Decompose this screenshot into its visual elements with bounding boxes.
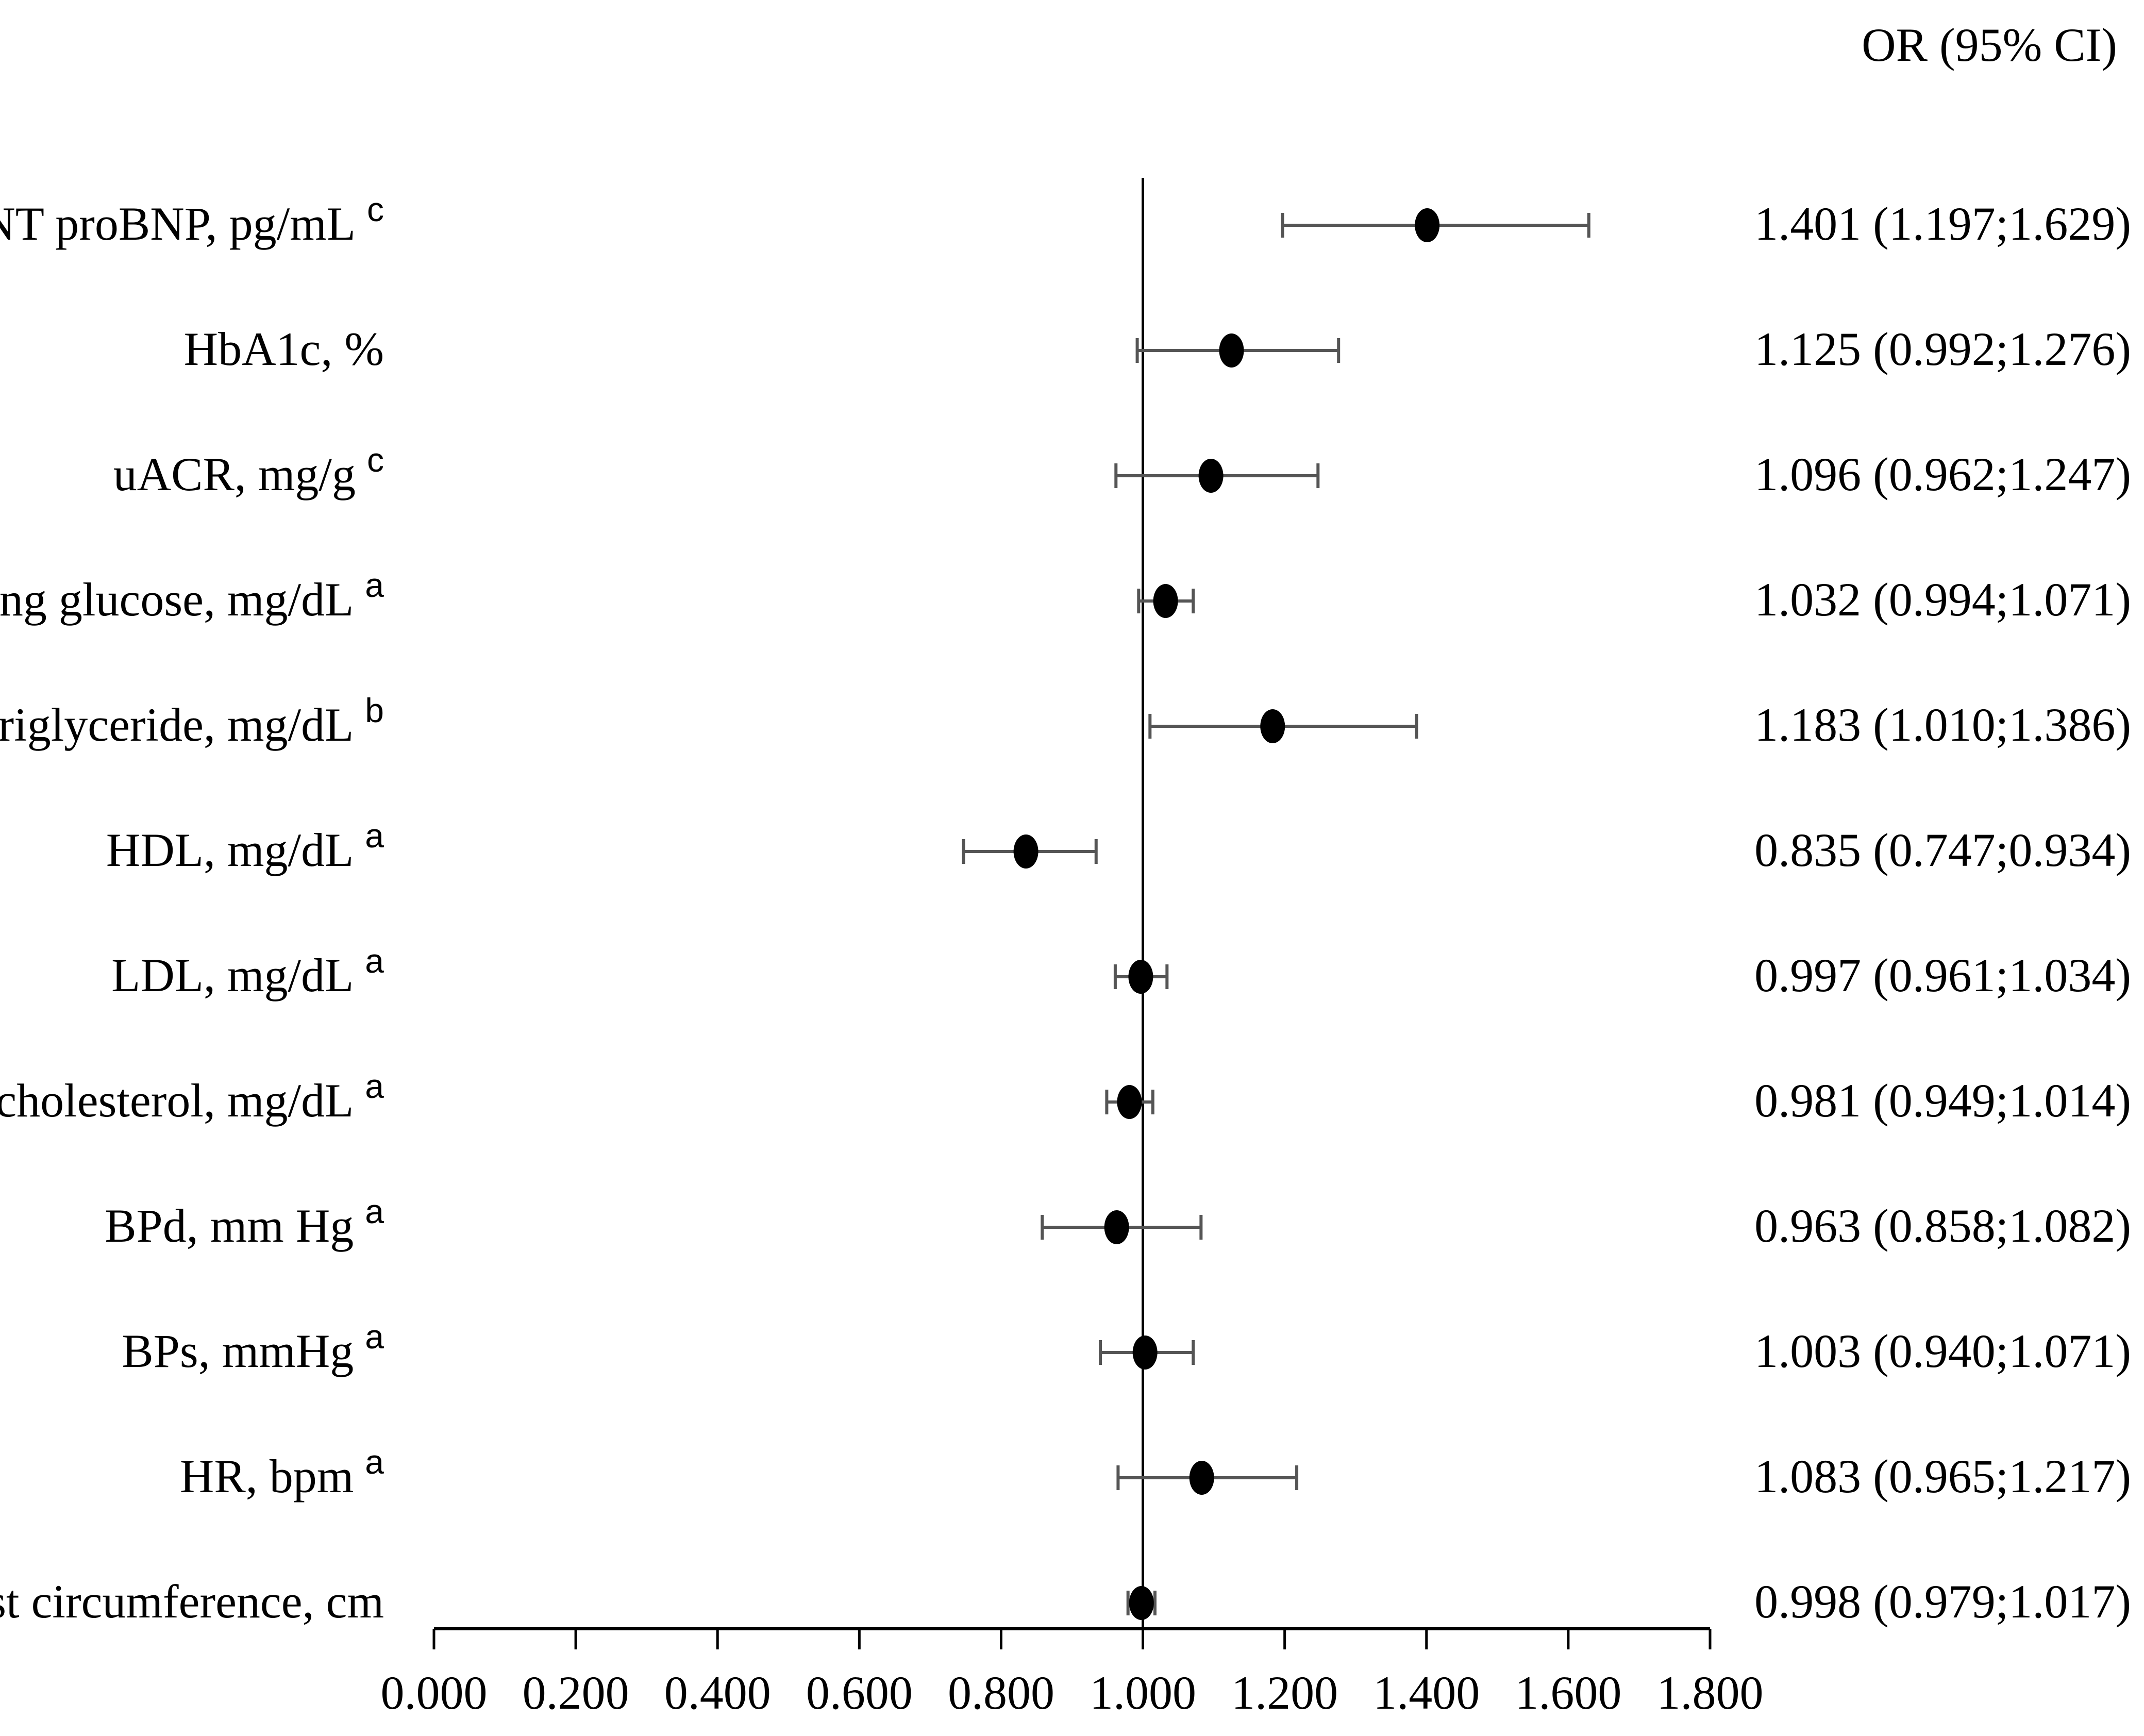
row-label: BPd, mm Hg a: [105, 1192, 384, 1252]
plot-area: 0.000 0.200 0.400 0.600 0.800 1.000 1.200 1.400…: [0, 178, 2131, 1719]
row-label: HDL, mg/dL a: [106, 816, 384, 876]
or-point: [1129, 1586, 1154, 1620]
row-label: BPs, mmHg a: [122, 1317, 384, 1377]
or-point: [1260, 709, 1285, 743]
or-point: [1198, 459, 1224, 493]
row-label: NT proBNP, pg/mL c: [0, 190, 384, 250]
or-ci-header: OR (95% CI): [1862, 19, 2117, 71]
or-ci-text: 0.998 (0.979;1.017): [1754, 1575, 2131, 1628]
or-point: [1128, 960, 1153, 994]
row-label-text: NT proBNP, pg/mL: [0, 197, 356, 250]
row-label-text: Triglyceride, mg/dL: [0, 698, 354, 751]
or-ci-text: 1.096 (0.962;1.247): [1754, 448, 2131, 500]
row-label: HbA1c, %: [184, 323, 384, 375]
row-label: Waist circumference, cm: [0, 1575, 384, 1628]
x-tick-label: 0.800: [948, 1666, 1054, 1719]
or-ci-text: 0.835 (0.747;0.934): [1754, 824, 2131, 876]
row-label-text: HR, bpm: [180, 1450, 354, 1503]
row-label-superscript: b: [365, 691, 384, 729]
or-point: [1104, 1210, 1129, 1244]
row-label-text: LDL, mg/dL: [111, 949, 354, 1001]
row-label-superscript: c: [367, 441, 384, 479]
row-label-text: HDL, mg/dL: [106, 824, 354, 876]
row-label: Fasting glucose, mg/dL a: [0, 566, 384, 626]
or-ci-text: 1.401 (1.197;1.629): [1754, 197, 2131, 250]
or-ci-text: 1.032 (0.994;1.071): [1754, 573, 2131, 626]
or-ci-text: 1.083 (0.965;1.217): [1754, 1450, 2131, 1503]
row-label-text: HbA1c, %: [184, 323, 384, 375]
row-label-superscript: a: [365, 816, 384, 855]
or-ci-text: 0.981 (0.949;1.014): [1754, 1074, 2131, 1127]
row-label-superscript: c: [367, 190, 384, 228]
x-tick-label: 1.000: [1090, 1666, 1196, 1719]
or-ci-text: 0.963 (0.858;1.082): [1754, 1199, 2131, 1252]
row-label: uACR, mg/g c: [113, 441, 384, 500]
row-label: Triglyceride, mg/dL b: [0, 691, 384, 751]
row-label-text: Fasting glucose, mg/dL: [0, 573, 354, 626]
row-label: LDL, mg/dL a: [111, 942, 384, 1001]
x-tick-label: 1.400: [1373, 1666, 1480, 1719]
or-ci-text: 1.125 (0.992;1.276): [1754, 323, 2131, 375]
or-point: [1117, 1085, 1142, 1119]
or-point: [1189, 1461, 1214, 1495]
row-label-superscript: a: [365, 1067, 384, 1105]
x-tick-label: 0.600: [806, 1666, 913, 1719]
row-label-text: BPd, mm Hg: [105, 1199, 354, 1252]
row-label-superscript: a: [365, 1192, 384, 1230]
row-label-superscript: a: [365, 942, 384, 980]
row-label-superscript: a: [365, 566, 384, 604]
or-point: [1013, 834, 1038, 869]
or-ci-text: 0.997 (0.961;1.034): [1754, 949, 2131, 1001]
x-tick-label: 0.400: [664, 1666, 771, 1719]
or-ci-text: 1.183 (1.010;1.386): [1754, 698, 2131, 751]
row-label-superscript: a: [365, 1317, 384, 1356]
row-label: Total cholesterol, mg/dL a: [0, 1067, 384, 1127]
or-point: [1415, 208, 1440, 242]
or-ci-text: 1.003 (0.940;1.071): [1754, 1325, 2131, 1377]
x-tick-label: 0.200: [523, 1666, 629, 1719]
x-tick-label: 1.800: [1657, 1666, 1764, 1719]
row-label-text: BPs, mmHg: [122, 1325, 354, 1377]
or-point: [1219, 333, 1244, 368]
x-tick-label: 1.200: [1231, 1666, 1338, 1719]
or-point: [1132, 1336, 1158, 1370]
row-label-superscript: a: [365, 1443, 384, 1481]
x-tick-label: 0.000: [381, 1666, 488, 1719]
row-label-text: Waist circumference, cm: [0, 1575, 384, 1628]
row-label-text: uACR, mg/g: [113, 448, 356, 500]
or-point: [1153, 584, 1178, 618]
row-label: HR, bpm a: [180, 1443, 384, 1503]
x-tick-label: 1.600: [1515, 1666, 1621, 1719]
row-label-text: Total cholesterol, mg/dL: [0, 1074, 354, 1127]
